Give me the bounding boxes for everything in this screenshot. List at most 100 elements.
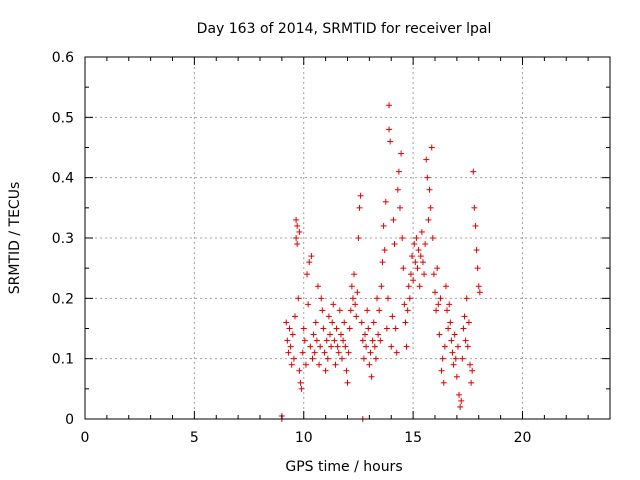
data-point bbox=[306, 259, 313, 266]
data-point bbox=[409, 253, 416, 260]
data-point bbox=[458, 397, 465, 404]
data-point bbox=[313, 337, 320, 344]
data-point bbox=[298, 385, 305, 392]
data-point bbox=[309, 355, 316, 362]
data-point bbox=[394, 186, 401, 193]
data-point bbox=[428, 144, 435, 151]
data-point bbox=[462, 337, 469, 344]
data-point bbox=[421, 271, 428, 278]
data-point bbox=[335, 349, 342, 356]
data-point bbox=[390, 216, 397, 223]
data-point bbox=[391, 241, 398, 248]
data-point bbox=[351, 271, 358, 278]
data-point bbox=[399, 235, 406, 241]
data-point bbox=[375, 331, 382, 338]
data-point bbox=[285, 349, 292, 356]
data-point bbox=[439, 355, 446, 362]
data-point bbox=[374, 295, 381, 302]
data-point bbox=[364, 307, 371, 314]
data-point bbox=[407, 271, 414, 278]
y-tick-label: 0.4 bbox=[52, 171, 74, 187]
data-point bbox=[387, 138, 394, 145]
data-point bbox=[330, 301, 337, 308]
data-point bbox=[370, 319, 377, 326]
data-point bbox=[336, 307, 343, 314]
data-point bbox=[403, 343, 410, 350]
data-point bbox=[341, 319, 348, 326]
data-point bbox=[308, 253, 315, 260]
data-point bbox=[402, 319, 409, 326]
data-point bbox=[447, 319, 454, 326]
data-point bbox=[331, 337, 338, 344]
data-point bbox=[287, 343, 294, 350]
data-point bbox=[395, 168, 402, 175]
data-point bbox=[386, 102, 393, 109]
data-point bbox=[449, 349, 456, 356]
y-tick-label: 0.3 bbox=[52, 231, 74, 247]
data-point bbox=[438, 367, 445, 374]
data-point bbox=[368, 373, 375, 380]
data-point bbox=[342, 343, 349, 350]
data-point bbox=[435, 301, 442, 308]
data-point bbox=[464, 343, 471, 350]
data-points bbox=[278, 102, 483, 422]
data-point bbox=[430, 271, 437, 278]
data-point bbox=[463, 295, 470, 302]
data-point bbox=[301, 337, 308, 344]
data-point bbox=[384, 295, 391, 302]
data-point bbox=[288, 361, 295, 368]
data-point bbox=[372, 355, 379, 362]
data-point bbox=[310, 331, 317, 338]
data-point bbox=[423, 156, 430, 163]
data-point bbox=[354, 289, 361, 296]
y-tick-label: 0.1 bbox=[52, 352, 74, 368]
data-point bbox=[412, 259, 419, 266]
data-point bbox=[337, 331, 344, 338]
data-point bbox=[363, 343, 370, 350]
data-point bbox=[349, 295, 356, 302]
data-point bbox=[339, 355, 346, 362]
data-point bbox=[404, 307, 411, 314]
data-point bbox=[405, 283, 412, 290]
data-point bbox=[317, 343, 324, 350]
data-point bbox=[304, 271, 311, 278]
gridlines bbox=[85, 57, 610, 419]
data-point bbox=[451, 331, 458, 338]
data-point bbox=[320, 325, 327, 332]
x-tick-label: 15 bbox=[404, 430, 422, 446]
data-point bbox=[473, 247, 480, 254]
data-point bbox=[436, 331, 443, 338]
data-point bbox=[446, 301, 453, 308]
data-point bbox=[453, 373, 460, 380]
data-point bbox=[400, 265, 407, 272]
data-point bbox=[294, 222, 301, 229]
data-point bbox=[393, 349, 400, 356]
data-point bbox=[401, 301, 408, 308]
data-point bbox=[386, 126, 393, 133]
data-point bbox=[450, 361, 457, 368]
data-point bbox=[432, 289, 438, 296]
x-tick-label: 10 bbox=[295, 430, 313, 446]
data-point bbox=[312, 319, 319, 326]
data-point bbox=[333, 325, 340, 332]
data-point bbox=[388, 343, 395, 350]
data-point bbox=[441, 343, 448, 350]
data-point bbox=[452, 355, 459, 362]
data-point bbox=[445, 325, 452, 332]
data-point bbox=[367, 349, 374, 356]
data-point bbox=[325, 313, 332, 320]
data-point bbox=[398, 150, 405, 157]
data-point bbox=[454, 343, 461, 350]
data-point bbox=[422, 241, 429, 248]
data-point bbox=[328, 343, 335, 350]
data-point bbox=[323, 337, 330, 344]
data-point bbox=[318, 295, 325, 302]
data-point bbox=[314, 283, 321, 290]
data-point bbox=[419, 259, 426, 266]
data-point bbox=[319, 307, 326, 314]
data-point bbox=[324, 355, 331, 362]
data-point bbox=[411, 241, 418, 248]
data-point bbox=[459, 355, 466, 362]
y-tick-label: 0.2 bbox=[52, 291, 74, 307]
